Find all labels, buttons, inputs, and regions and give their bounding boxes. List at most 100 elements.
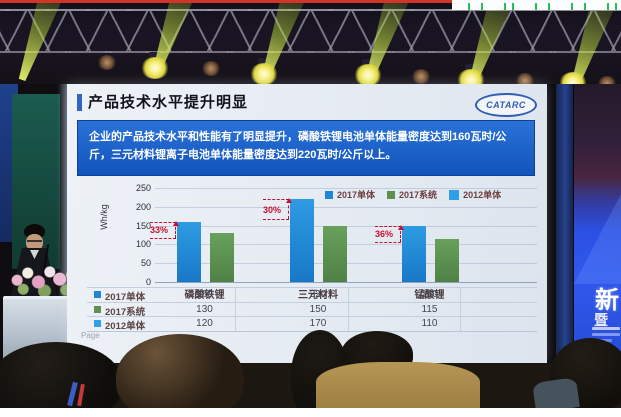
speaker-glasses [27,240,42,242]
category-label: 锰酸锂 [414,290,445,301]
photo-scene: 新 暨 产品技术水平提升明显 CATARC 企业的产品技术水平和性能有了明显提升… [0,0,621,408]
annotation-percent: 30% [263,204,282,215]
cropped-toolbar-icon [571,3,586,10]
legend-label: 2017系统 [399,190,438,200]
y-tick-label: 0 [145,277,151,287]
legend-swatch [449,189,460,200]
table-column-separator [460,287,461,331]
cropped-toolbar-icon [607,3,617,10]
bar-2017系统 [210,233,234,282]
table-cell-value: 130 [196,303,213,315]
annotation-dashed-line [400,226,401,242]
bottom-white-strip [0,408,621,417]
table-cell-value: 110 [421,318,438,330]
energy-density-bar-chart: 0 50 100 150 200 250 磷酸铁锂 33% 三元材料 30% 锰酸锂 36% [136,183,537,301]
gridline [155,206,537,208]
annotation-dashed-line [288,200,289,220]
par-light [515,73,535,84]
cropped-toolbar [452,0,621,10]
table-cell-value: 220 [309,289,327,300]
audience-head [116,334,244,408]
gridline [155,282,537,283]
cropped-toolbar-icon [468,3,483,10]
category-label: 磷酸铁锂 [184,290,225,301]
y-tick-label: 200 [135,201,151,212]
annotation-arrow-icon [173,220,179,226]
annotation-percent: 36% [375,229,394,240]
growth-annotation: 33% [150,220,179,239]
chart-legend: 2017单体 2017系统 2012单体 [325,188,501,201]
y-axis-label: Wh/kg [98,204,109,230]
table-row: 2017单体 160 220 150 [87,287,537,303]
screen-edge [58,84,67,364]
legend-label: 2017单体 [337,190,376,200]
y-tick-label: 150 [135,220,151,231]
audience-jacket [316,362,480,408]
table-cell-value: 150 [309,303,327,315]
lighting-truss [0,9,621,53]
cropped-toolbar-icon [535,3,550,10]
row-legend-swatch [94,291,101,298]
table-row: 2017系统 130 150 115 [87,301,537,318]
stage-pillar [556,84,573,394]
banner-text: 暨 [594,312,608,328]
slide-title: 产品技术水平提升明显 [88,94,249,111]
row-label: 2012单体 [105,321,146,333]
banner-text: 新 [595,287,619,314]
y-tick-label: 50 [140,258,151,269]
legend-item: 2017单体 [325,188,375,201]
banner-small-text [592,333,620,336]
annotation-percent: 33% [150,225,169,236]
annotation-dashed-line [175,222,176,238]
row-legend-swatch [94,320,101,328]
legend-item: 2017系统 [387,188,437,201]
table-cell-value: 120 [196,318,213,330]
table-column-separator [348,287,349,331]
light-glow [250,63,278,84]
category-label: 三元材料 [298,290,338,301]
annotation-arrow-icon [286,198,292,204]
podium-flowers [8,264,67,300]
par-light [597,76,617,84]
row-label: 2017单体 [105,292,146,303]
audience-shoulder [532,377,580,408]
light-glow [354,64,382,84]
table-row: 2012单体 120 170 110 [87,316,537,333]
speaker-face [26,234,43,251]
cropped-toolbar-icon [504,3,514,10]
page-footer: Page [81,331,100,340]
table-cell-value: 115 [421,303,438,315]
row-legend-swatch [94,305,101,313]
light-glow [457,69,485,84]
stage-ceiling [0,0,621,84]
bar-2017系统 [323,225,347,282]
presentation-slide: 产品技术水平提升明显 CATARC 企业的产品技术水平和性能有了明显提升，磷酸铁… [67,84,547,363]
row-label: 2017系统 [105,306,146,318]
legend-swatch [325,190,333,199]
table-cell-value: 150 [421,289,438,300]
growth-annotation: 30% [263,198,292,221]
bar-2017单体 [290,199,314,282]
catarc-logo-text: CATARC [486,100,526,110]
bar-2017单体 [177,221,201,282]
legend-label: 2012单体 [463,190,502,200]
chart-data-table: 2017单体 160 220 150 2017系统 130 150 115 2012单体 120 1… [87,287,537,332]
legend-swatch [387,190,396,199]
light-glow [141,57,169,79]
top-red-line [0,0,452,3]
table-cell-value: 160 [196,289,213,300]
annotation-arrow-icon [398,224,404,230]
banner-small-text [592,327,620,330]
table-cell-value: 170 [309,318,327,330]
table-column-separator [235,287,236,331]
gridline [155,188,537,189]
audience-head [0,342,122,408]
par-light [411,69,431,84]
title-accent-bar [77,94,82,111]
highlight-textbox: 企业的产品技术水平和性能有了明显提升，磷酸铁锂电池单体能量密度达到160瓦时/公… [77,120,535,176]
y-tick-label: 100 [135,239,151,250]
catarc-logo: CATARC [475,93,537,117]
speaker-collar [30,250,39,259]
bar-2017单体 [402,225,426,282]
